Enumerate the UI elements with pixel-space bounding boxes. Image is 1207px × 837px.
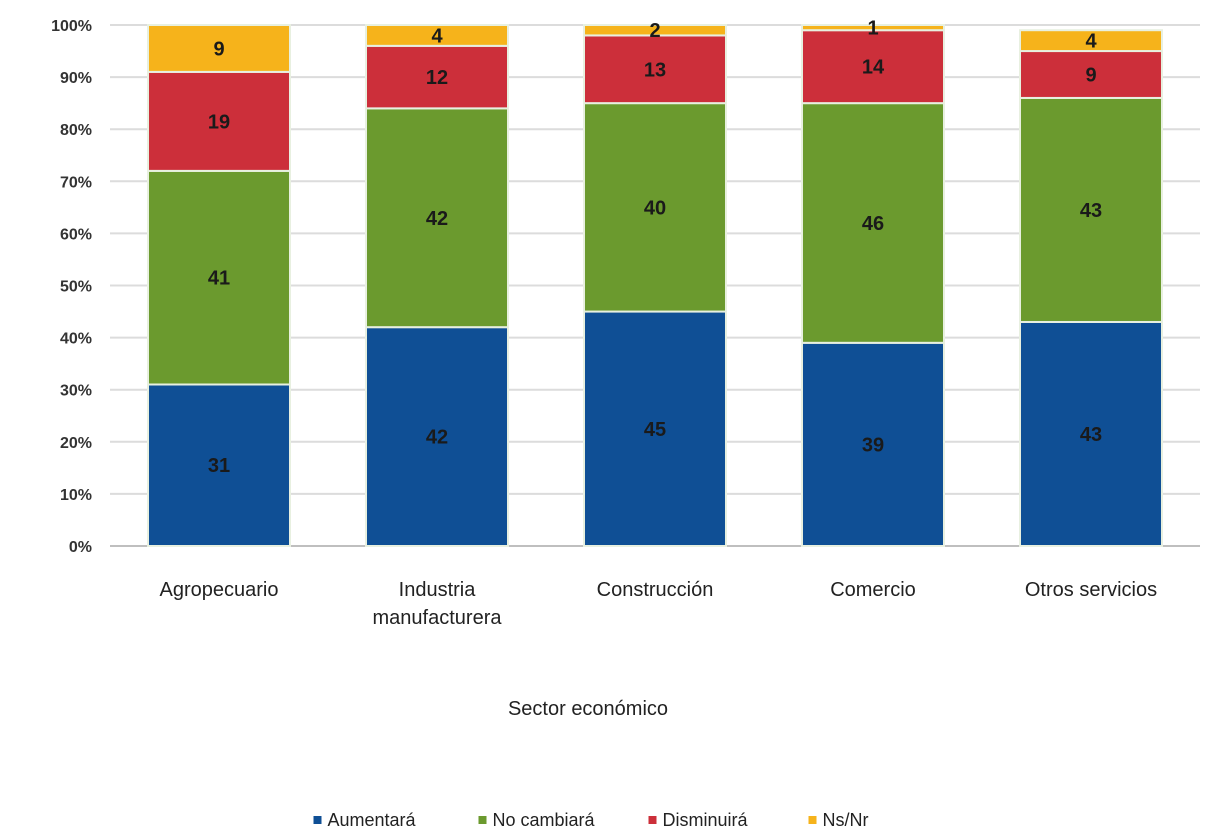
data-label: 42 <box>426 208 448 230</box>
legend-swatch <box>313 816 322 824</box>
data-label: 43 <box>1080 200 1102 222</box>
legend-label: Ns/Nr <box>823 810 869 830</box>
y-tick-label: 10% <box>60 487 92 504</box>
x-category-label: Industria <box>399 579 477 601</box>
y-tick-label: 40% <box>60 331 92 348</box>
data-label: 42 <box>426 427 448 449</box>
data-label: 9 <box>1085 64 1096 86</box>
y-tick-label: 0% <box>69 539 92 556</box>
bar-segment <box>801 24 945 32</box>
bar-segment <box>583 102 727 313</box>
data-label: 46 <box>862 213 884 235</box>
data-label: 43 <box>1080 424 1102 446</box>
bar-segment <box>583 34 727 105</box>
bar-segment <box>1019 320 1163 547</box>
legend-swatch <box>478 816 487 824</box>
y-tick-label: 50% <box>60 279 92 296</box>
legend-label: Aumentará <box>328 810 417 830</box>
legend-label: No cambiará <box>493 810 596 830</box>
x-category-label: Otros servicios <box>1025 579 1157 601</box>
x-category-label: Agropecuario <box>160 579 279 601</box>
bar-segment <box>801 102 945 344</box>
bar-segment <box>1019 29 1163 53</box>
x-category-label: manufacturera <box>373 607 503 629</box>
y-tick-label: 80% <box>60 122 92 139</box>
data-label: 39 <box>862 434 884 456</box>
bars: 31 41 19 9 42 42 12 4 45 40 13 2 39 46 14 1 43 43 9 4 <box>147 18 1163 547</box>
data-label: 40 <box>644 197 666 219</box>
x-category-label: Comercio <box>830 579 916 601</box>
data-label: 12 <box>426 67 448 89</box>
data-label: 31 <box>208 455 230 477</box>
bar-segment <box>801 29 945 105</box>
legend-swatch <box>648 816 657 824</box>
y-tick-label: 100% <box>51 18 92 35</box>
bar-segment <box>801 341 945 547</box>
bar-segment <box>583 24 727 37</box>
data-label: 1 <box>867 18 878 40</box>
data-label: 4 <box>1085 31 1097 53</box>
y-axis-ticks: 0% 10% 20% 30% 40% 50% 60% 70% 80% 90% 100% <box>51 18 92 556</box>
legend-swatch <box>808 816 817 824</box>
y-tick-label: 60% <box>60 226 92 243</box>
data-label: 45 <box>644 419 666 441</box>
bar-segment <box>365 326 509 547</box>
bar-segment <box>583 310 727 547</box>
data-label: 9 <box>213 38 224 60</box>
legend: Aumentará No cambiará Disminuirá Ns/Nr <box>313 810 869 830</box>
bar-segment <box>147 24 291 73</box>
bar-segment <box>147 383 291 547</box>
bar-segment <box>147 70 291 172</box>
bar-segment <box>1019 50 1163 99</box>
data-label: 2 <box>649 20 660 42</box>
bar-segment <box>147 169 291 386</box>
y-tick-label: 70% <box>60 174 92 191</box>
data-label: 41 <box>208 268 230 290</box>
y-tick-label: 20% <box>60 435 92 452</box>
data-label: 14 <box>862 57 885 79</box>
y-tick-label: 30% <box>60 383 92 400</box>
y-tick-label: 90% <box>60 70 92 87</box>
data-label: 19 <box>208 111 230 133</box>
bar-segment <box>365 24 509 47</box>
data-label: 13 <box>644 59 666 81</box>
bar-segment <box>1019 96 1163 323</box>
legend-label: Disminuirá <box>663 810 749 830</box>
data-label: 4 <box>431 25 443 47</box>
x-axis-categories: Agropecuario Industria manufacturera Constr… <box>160 579 1158 629</box>
x-category-label: Construcción <box>597 579 714 601</box>
x-axis-title: Sector económico <box>508 698 668 720</box>
